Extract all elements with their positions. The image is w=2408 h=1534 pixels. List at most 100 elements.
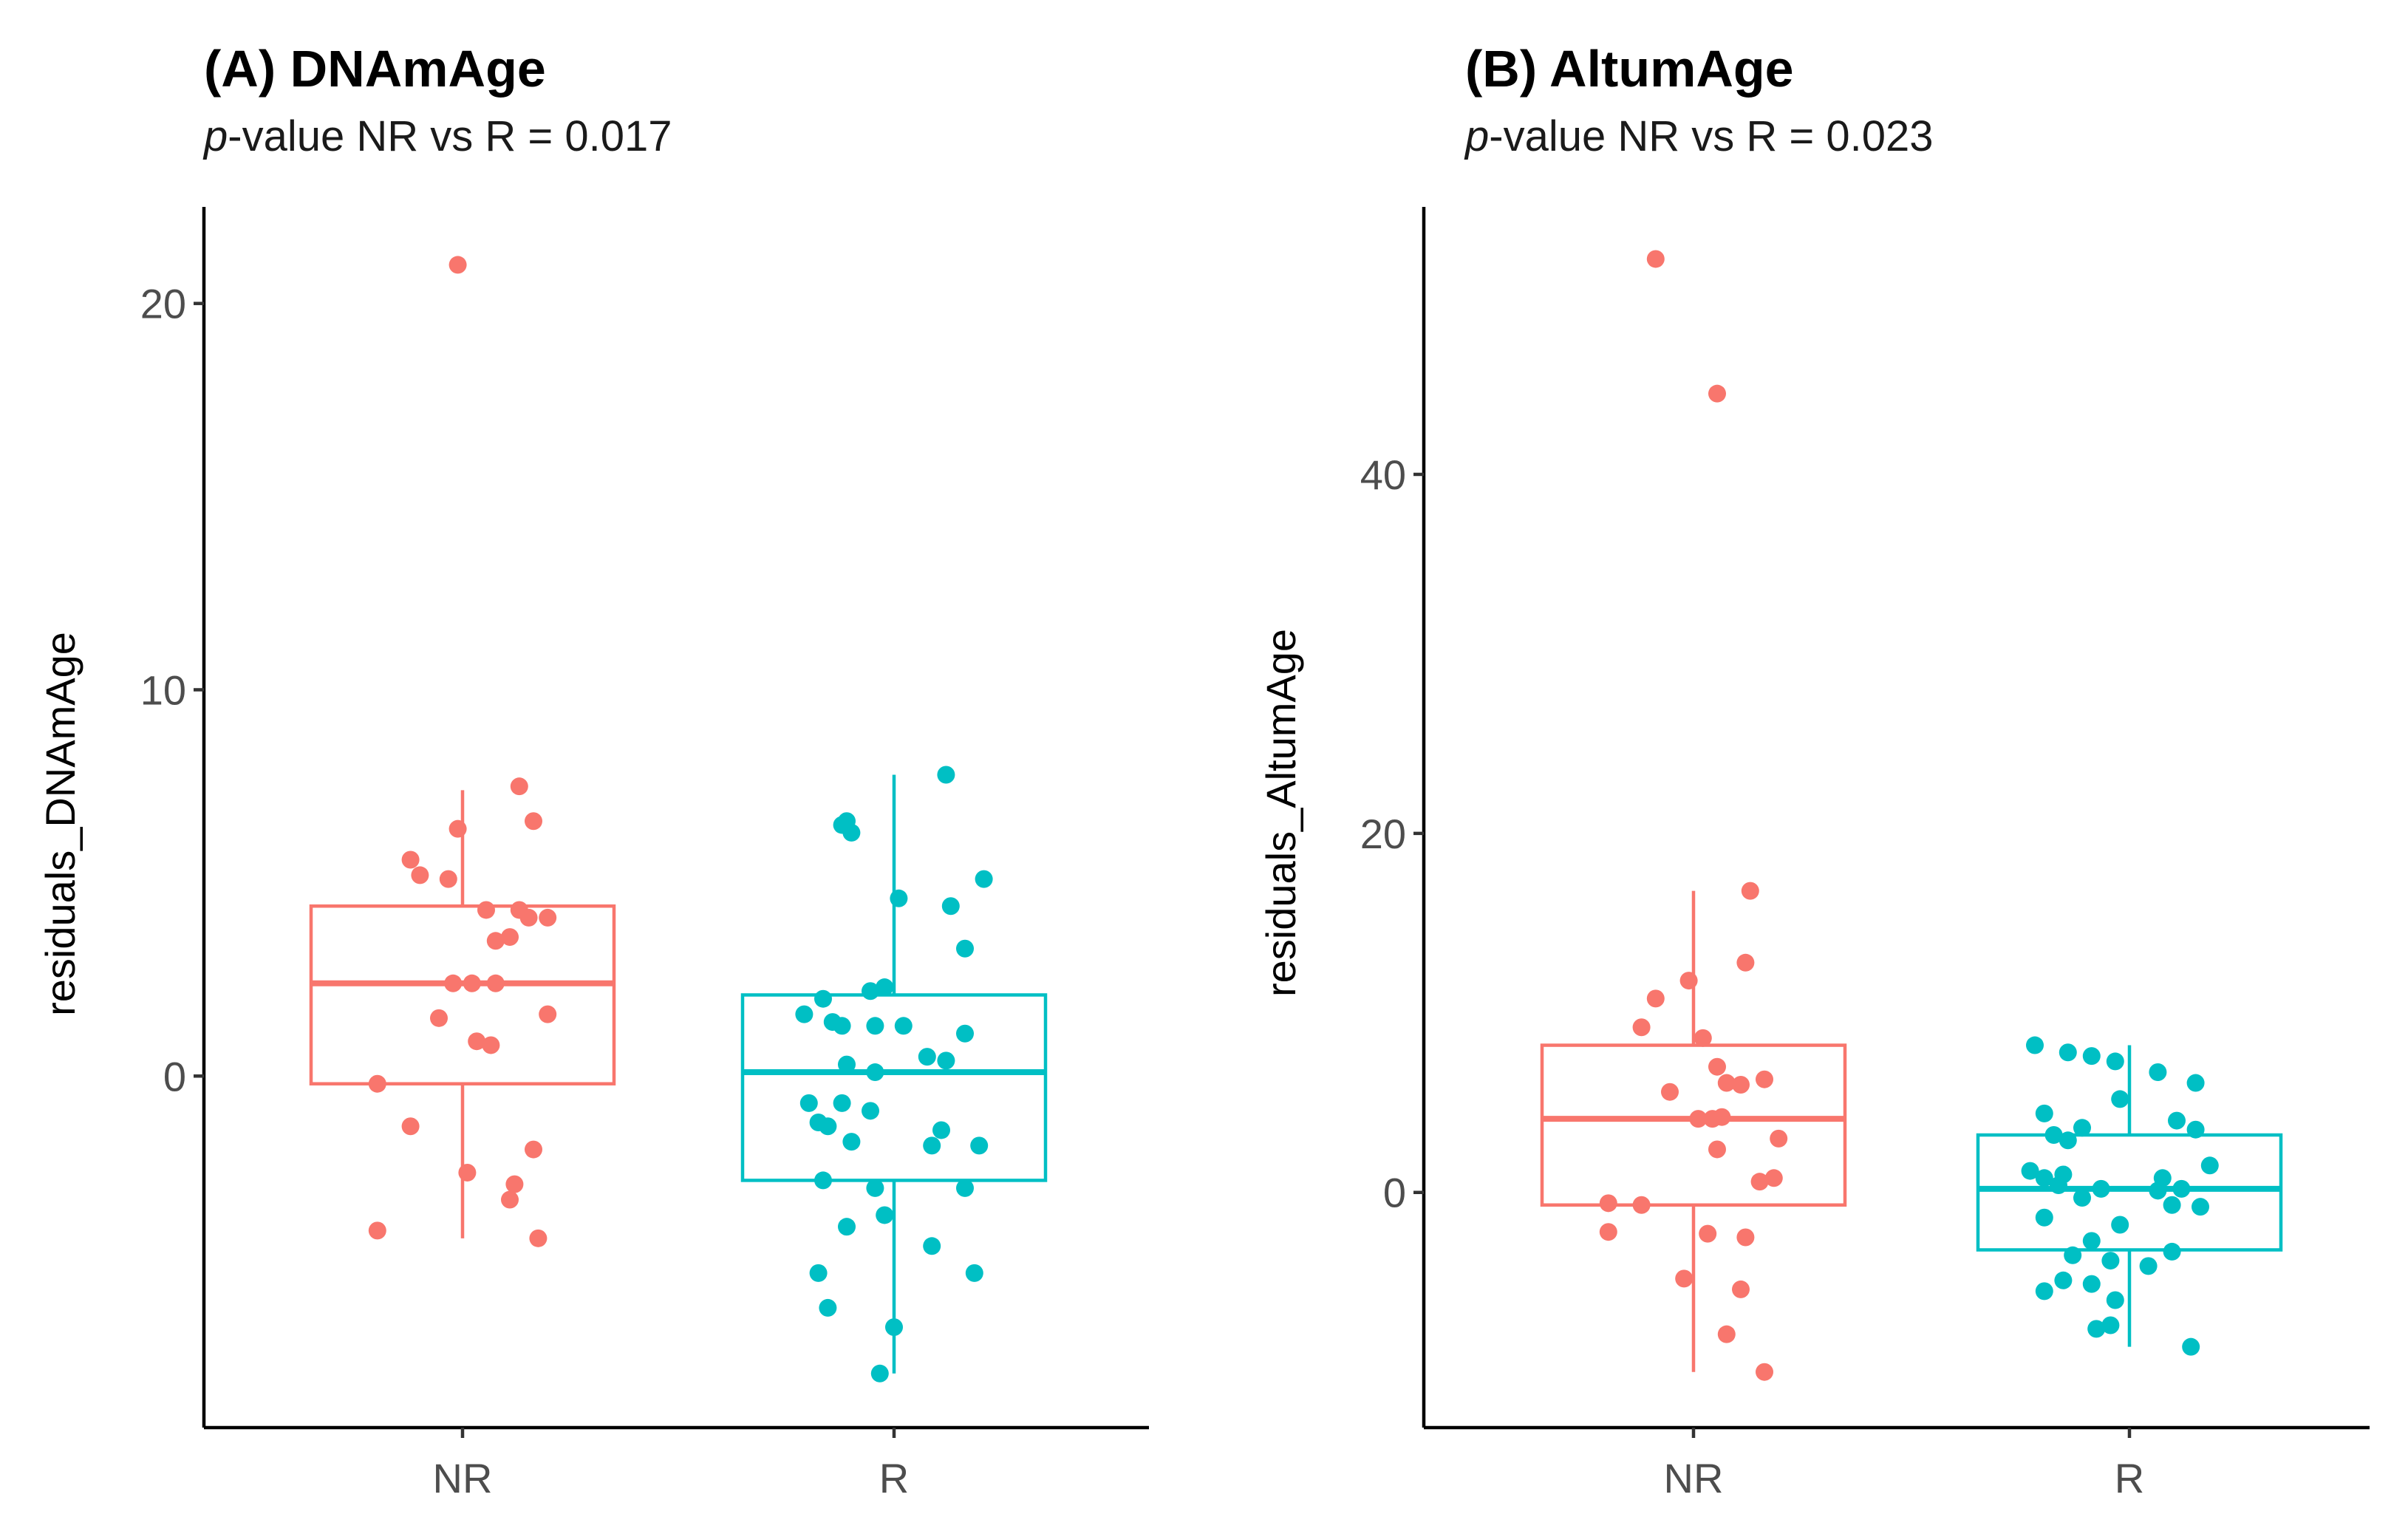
panel-b-point-nr	[1736, 1228, 1755, 1247]
panel-b-point-r	[2082, 1232, 2101, 1250]
panel-b-point-r	[2192, 1198, 2209, 1216]
panel-b-point-nr	[1708, 1057, 1726, 1076]
panel-b-point-r	[2035, 1282, 2053, 1301]
panel-a-point-r	[923, 1136, 941, 1155]
panel-b-point-nr	[1770, 1129, 1788, 1148]
panel-a-point-nr	[439, 870, 457, 888]
panel-a-point-r	[842, 1133, 861, 1151]
panel-a-subtitle-p: p	[202, 112, 228, 160]
panel-b-point-r	[2149, 1063, 2167, 1081]
panel-a-point-r	[819, 1117, 837, 1136]
panel-a-box-r	[740, 993, 1048, 1182]
panel-a-point-nr	[401, 850, 420, 869]
panel-b-point-r	[2035, 1104, 2053, 1122]
panel-b-point-nr	[1599, 1194, 1617, 1213]
panel-a-y-tick-label: 0	[163, 1053, 186, 1100]
panel-a-point-r	[799, 1094, 818, 1112]
panel-b-point-r	[2035, 1169, 2053, 1187]
panel-a-point-nr	[448, 819, 467, 838]
panel-a-point-nr	[401, 1117, 420, 1136]
panel-b-point-nr	[1699, 1224, 1717, 1243]
panel-a-subtitle-text: -value NR vs R = 0.017	[228, 112, 672, 160]
panel-a-point-nr	[458, 1163, 477, 1182]
panel-a-point-r	[866, 1179, 884, 1197]
panel-b-point-nr	[1646, 989, 1665, 1008]
panel-a-point-r	[814, 989, 832, 1008]
panel-b-point-nr	[1717, 1074, 1736, 1092]
panel-b-point-nr	[1717, 1325, 1736, 1343]
panel-b-point-nr	[1632, 1196, 1651, 1214]
panel-b-point-nr	[1646, 250, 1665, 268]
panel-a-point-r	[894, 1017, 913, 1035]
panel-b-point-r	[2200, 1156, 2219, 1175]
panel-b-point-r	[2111, 1090, 2129, 1108]
panel-a-point-nr	[444, 974, 463, 992]
panel-a-point-nr	[501, 1190, 519, 1209]
panel-b-point-r	[2111, 1216, 2129, 1234]
panel-a-point-r	[970, 1136, 989, 1155]
panel-a-point-nr	[525, 1140, 542, 1159]
panel-b-subtitle-p: p	[1464, 112, 1489, 160]
panel-b-title: (B) AltumAge	[1465, 40, 1794, 98]
panel-a-point-nr	[411, 866, 429, 884]
panel-b-point-nr	[1732, 1280, 1750, 1298]
panel-a-y-tick-label: 10	[140, 667, 186, 713]
panel-b-point-r	[2092, 1179, 2110, 1198]
panel-a-point-r	[838, 1218, 856, 1236]
panel-b-point-nr	[1750, 1173, 1769, 1191]
panel-a-point-r	[932, 1121, 950, 1139]
panel-a-point-nr	[368, 1074, 386, 1093]
panel-b-point-r	[2087, 1320, 2106, 1338]
panel-b-point-r	[2101, 1316, 2120, 1334]
panel-a-point-r	[814, 1171, 832, 1190]
panel-a-point-nr	[486, 974, 505, 992]
panel-b-subtitle-text: -value NR vs R = 0.023	[1489, 112, 1933, 160]
panel-a-title: (A) DNAmAge	[204, 40, 546, 98]
panel-a-point-nr	[501, 928, 519, 947]
panel-a-point-r	[885, 1318, 903, 1337]
panel-a-point-nr	[510, 777, 528, 796]
panel-a-point-r	[876, 1206, 894, 1224]
panel-a-point-nr	[529, 1229, 548, 1247]
panel-a-point-r	[890, 889, 908, 907]
panel-b-point-r	[2172, 1179, 2191, 1198]
panel-a-point-r	[923, 1237, 941, 1255]
panel-b-point-nr	[1756, 1363, 1773, 1381]
panel-a-y-axis-title: residuals_DNAmAge	[37, 632, 83, 1016]
panel-a-point-nr	[505, 1175, 524, 1193]
panel-b-plot-area: 0 20 40 NR R	[1360, 207, 2370, 1501]
panel-a-point-r	[842, 823, 861, 842]
panel-b-point-nr	[1675, 1269, 1694, 1288]
panel-a-point-r	[876, 978, 894, 997]
panel-b-point-nr	[1708, 1140, 1726, 1159]
panel-b-point-r	[2149, 1182, 2167, 1200]
panel-b-point-r	[2059, 1131, 2077, 1150]
panel-a-point-r	[862, 982, 879, 1000]
panel-b-y-axis-title: residuals_AltumAge	[1258, 629, 1304, 997]
panel-a-plot-area: 0 10 20 NR R	[140, 207, 1149, 1501]
panel-a-subtitle: p-value NR vs R = 0.017	[202, 112, 672, 160]
panel-b-point-nr	[1756, 1070, 1773, 1088]
panel-a-point-r	[918, 1048, 936, 1066]
panel-a-point-r	[956, 1024, 974, 1043]
panel-a-point-r	[870, 1364, 889, 1383]
panel-b-box-r	[1976, 1133, 2283, 1252]
panel-b-point-r	[2101, 1252, 2120, 1270]
panel-b-point-nr	[1661, 1083, 1679, 1101]
panel-a-point-r	[956, 939, 974, 958]
panel-b-point-nr	[1741, 882, 1759, 900]
panel-b-point-r	[2054, 1271, 2073, 1289]
panel-a-point-nr	[525, 812, 542, 831]
panel-b-point-r	[2064, 1246, 2082, 1264]
panel-b-point-r	[2082, 1275, 2101, 1293]
panel-a-point-r	[941, 897, 960, 916]
panel-b-point-r	[2082, 1047, 2101, 1066]
panel-b-point-r	[2035, 1208, 2053, 1227]
panel-b-point-nr	[1679, 972, 1698, 990]
panel-b-point-r	[2073, 1119, 2091, 1137]
panel-b-point-r	[2106, 1291, 2124, 1309]
panel-a-point-r	[866, 1063, 884, 1082]
panel-a-point-nr	[477, 901, 495, 919]
panel-a-point-r	[975, 870, 993, 888]
panel-b-point-r	[2163, 1196, 2181, 1214]
